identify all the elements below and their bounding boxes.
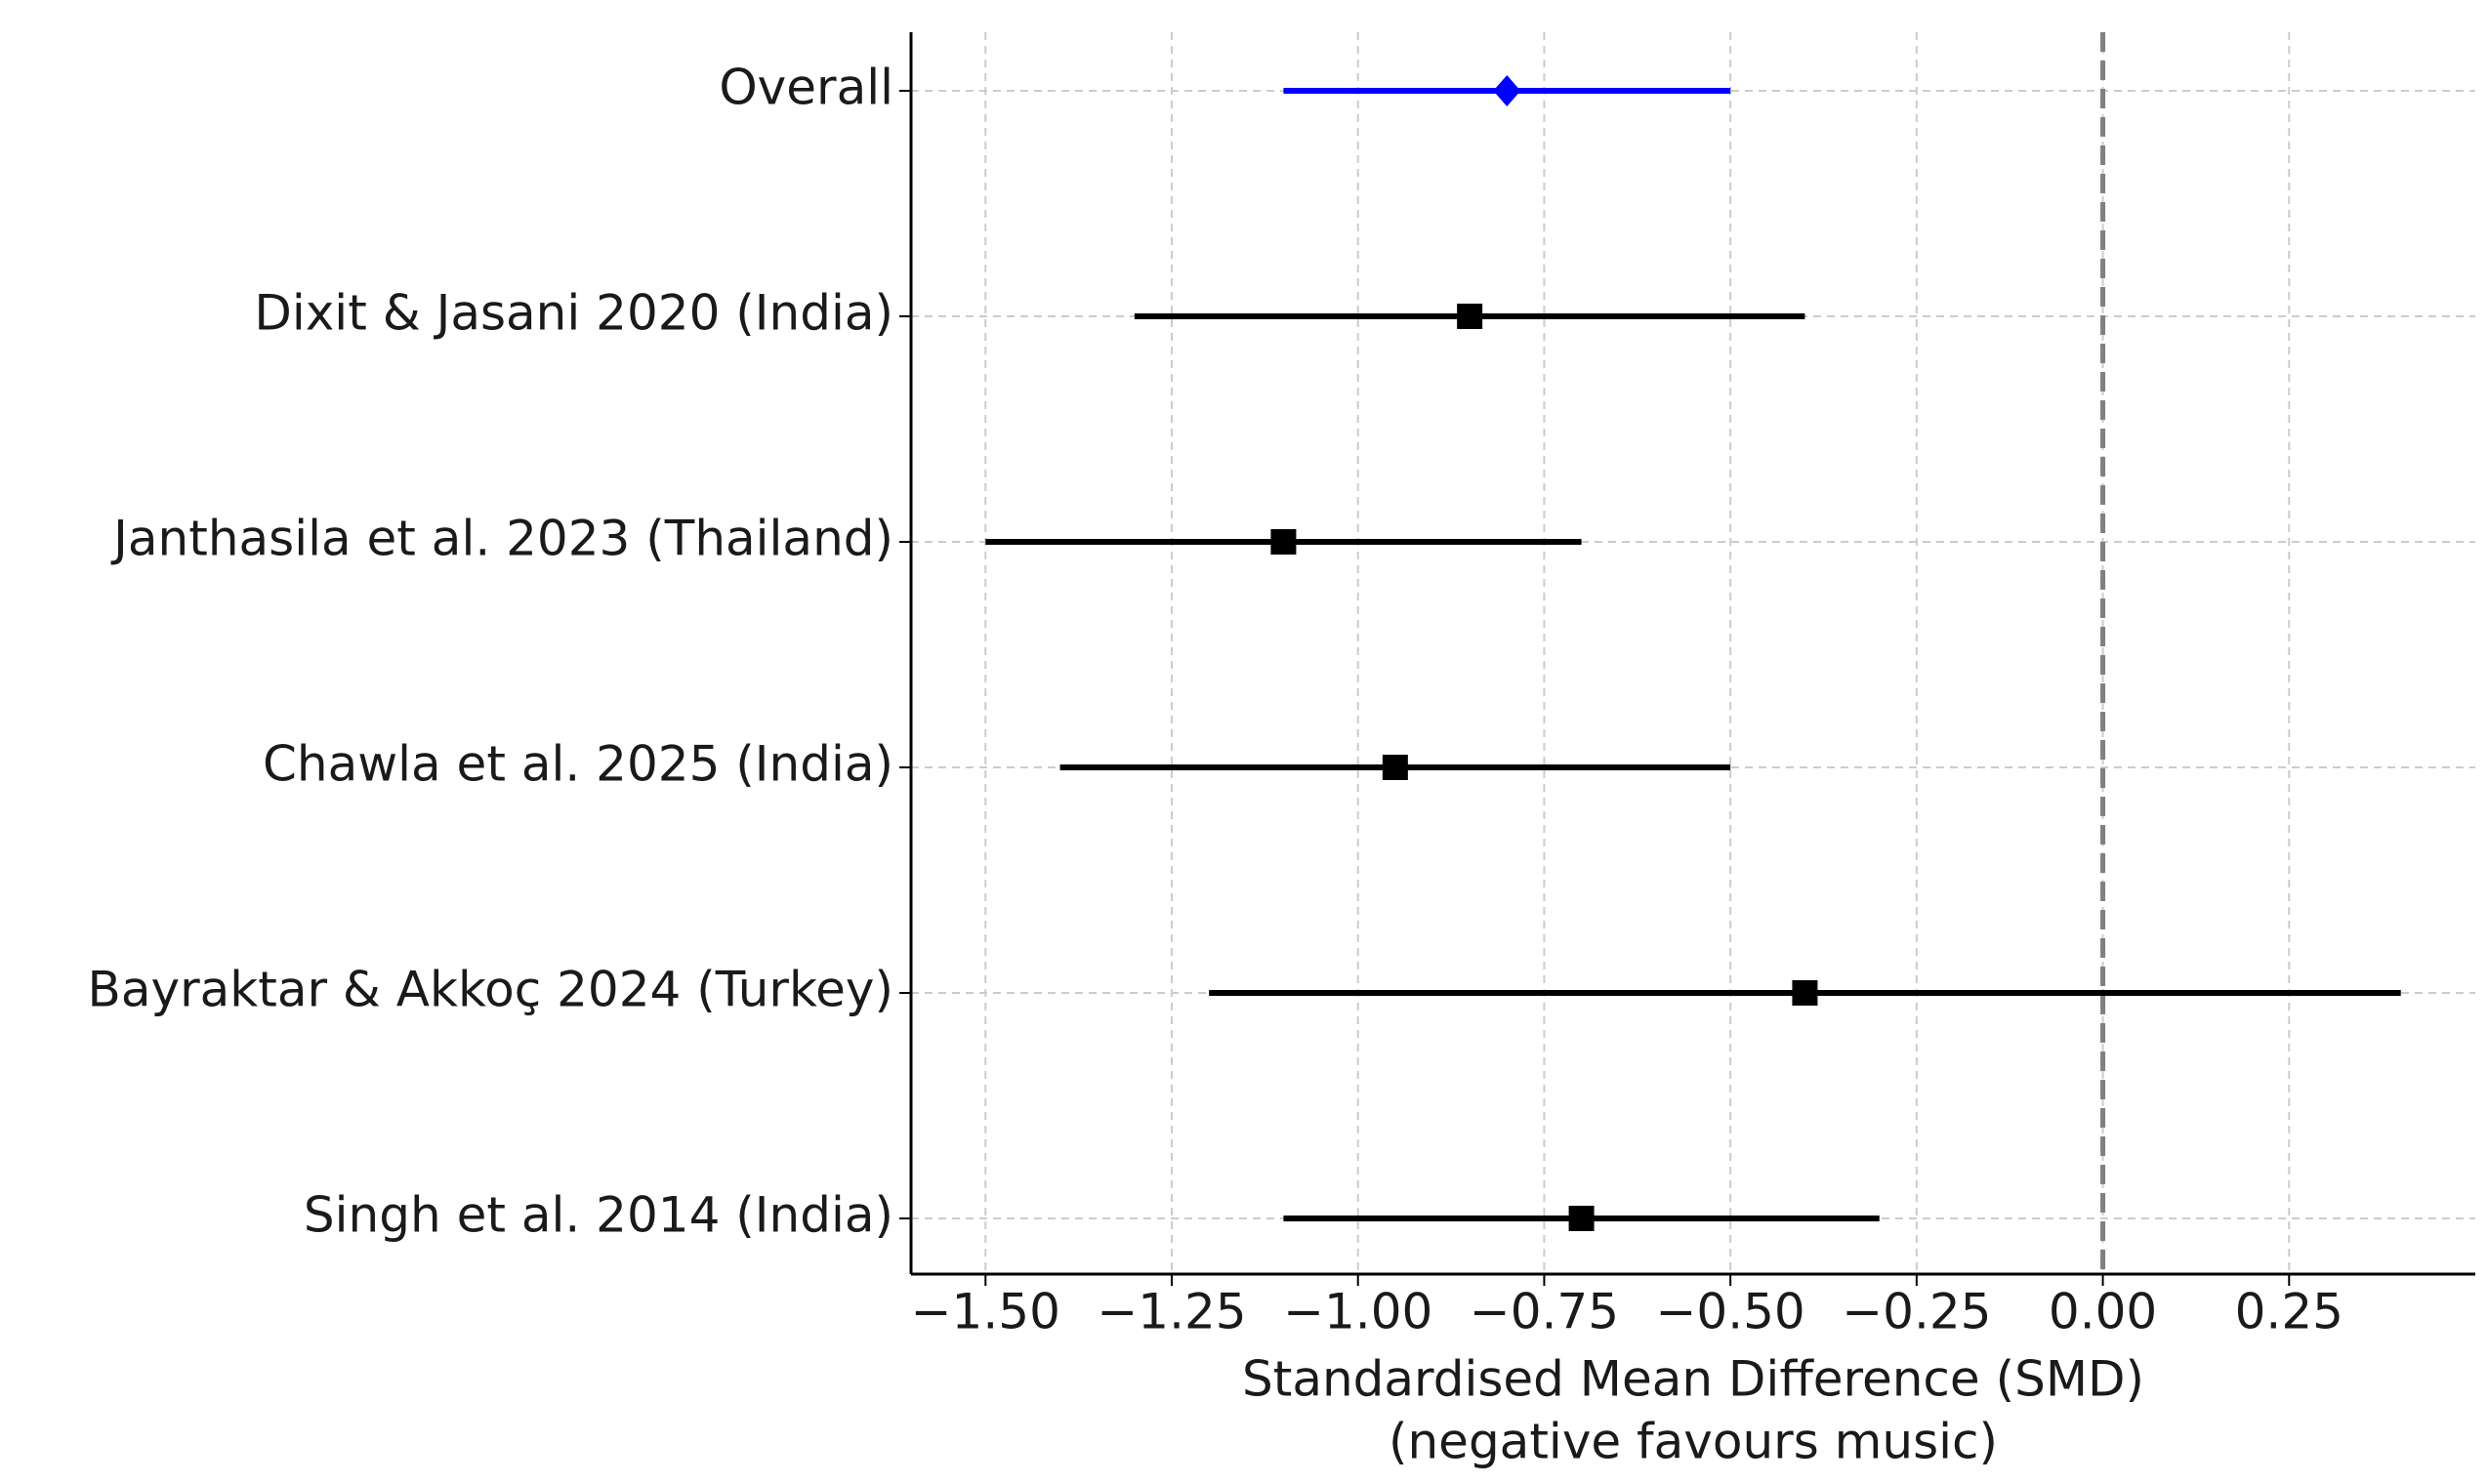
x-tick-label: −1.50 [911,1284,1060,1340]
x-tick-label: 0.25 [2235,1284,2343,1340]
x-axis-label: (negative favours music) [1389,1414,1998,1470]
x-tick-label: −1.00 [1283,1284,1432,1340]
point-estimate [1493,75,1521,106]
point-estimate [1457,304,1483,329]
x-tick-label: −0.25 [1842,1284,1991,1340]
x-axis-label: Standardised Mean Difference (SMD) [1242,1351,2144,1408]
x-tick-label: 0.00 [2049,1284,2157,1340]
point-estimate [1270,529,1297,555]
y-tick-label: Overall [719,60,893,116]
x-tick-label: −0.75 [1470,1284,1619,1340]
x-tick-label: −0.50 [1656,1284,1805,1340]
y-tick-label: Dixit & Jasani 2020 (India) [254,285,893,342]
point-estimate [1568,1206,1595,1231]
y-tick-label: Chawla et al. 2025 (India) [263,736,893,793]
point-estimate [1382,755,1408,780]
x-tick-label: −1.25 [1097,1284,1246,1340]
y-tick-label: Janthasila et al. 2023 (Thailand) [110,511,893,567]
y-tick-label: Bayraktar & Akkoç 2024 (Turkey) [88,962,893,1018]
y-tick-label: Singh et al. 2014 (India) [304,1187,893,1244]
point-estimate [1792,980,1818,1006]
